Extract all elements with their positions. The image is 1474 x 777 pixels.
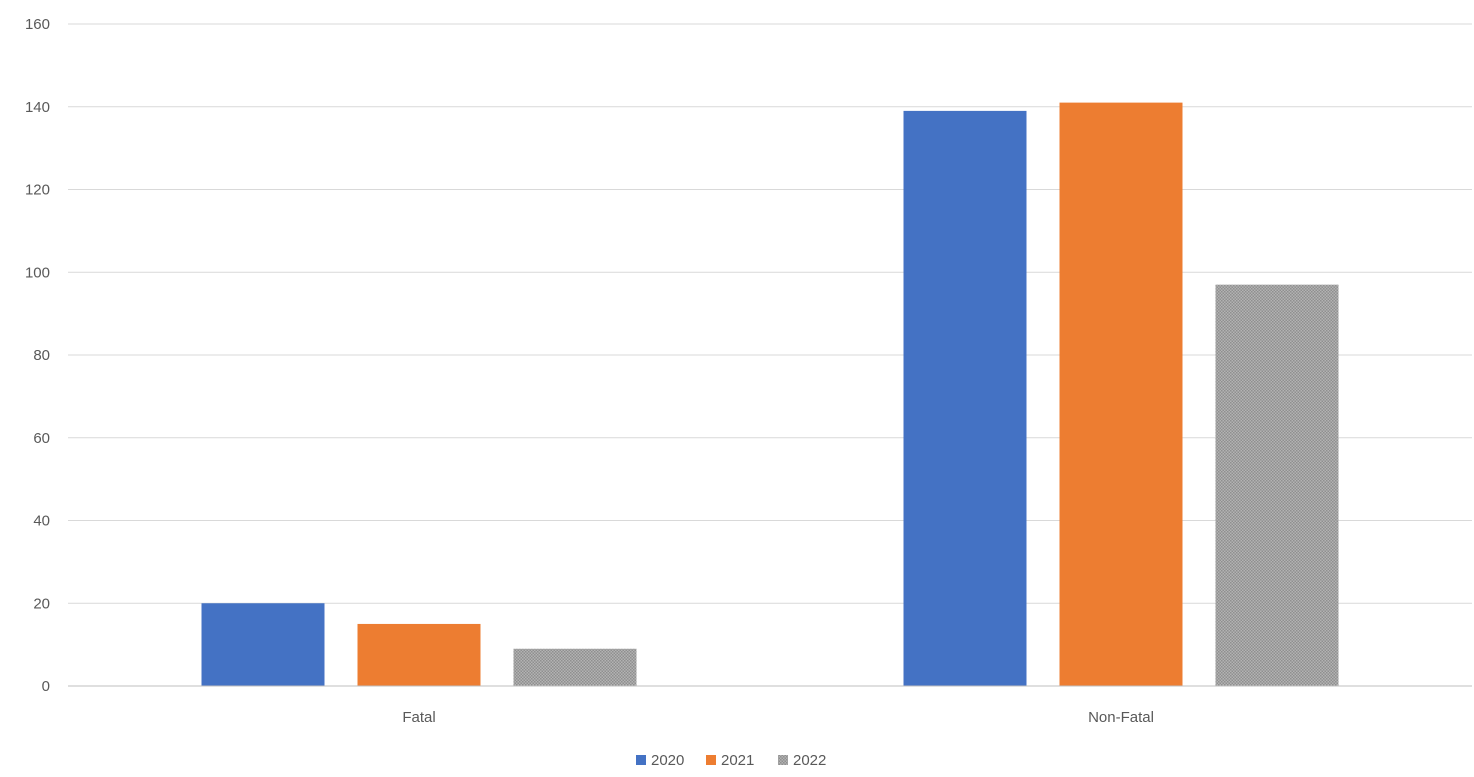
legend-swatch-2021	[706, 755, 716, 765]
bar-fatal-2022	[513, 648, 637, 686]
x-axis: Fatal Non-Fatal	[68, 685, 1472, 726]
gridlines	[68, 23, 1472, 604]
y-tick-label: 120	[25, 182, 50, 199]
y-tick-label: 40	[33, 513, 50, 530]
y-tick-label: 80	[33, 347, 50, 364]
y-tick-label: 140	[25, 99, 50, 116]
y-tick-label: 0	[42, 678, 50, 695]
category-label: Non-Fatal	[1088, 709, 1154, 726]
category-label: Fatal	[402, 709, 435, 726]
y-tick-label: 160	[25, 16, 50, 33]
y-tick-label: 100	[25, 264, 50, 281]
legend: 2020 2021 2022	[636, 752, 826, 769]
legend-label-2022: 2022	[793, 752, 826, 769]
y-axis-tick-labels: 0 20 40 60 80 100 120 140 160	[25, 16, 50, 695]
bar-non-fatal-2020	[903, 110, 1027, 686]
bar-fatal-2021	[357, 623, 481, 686]
legend-label-2021: 2021	[721, 752, 754, 769]
legend-swatch-2020	[636, 755, 646, 765]
legend-swatch-2022	[778, 755, 788, 765]
legend-label-2020: 2020	[651, 752, 684, 769]
y-tick-label: 20	[33, 595, 50, 612]
bar-non-fatal-2022	[1215, 284, 1339, 686]
bar-fatal-2020	[201, 603, 325, 686]
bars	[201, 102, 1339, 687]
bar-non-fatal-2021	[1059, 102, 1183, 687]
y-tick-label: 60	[33, 430, 50, 447]
